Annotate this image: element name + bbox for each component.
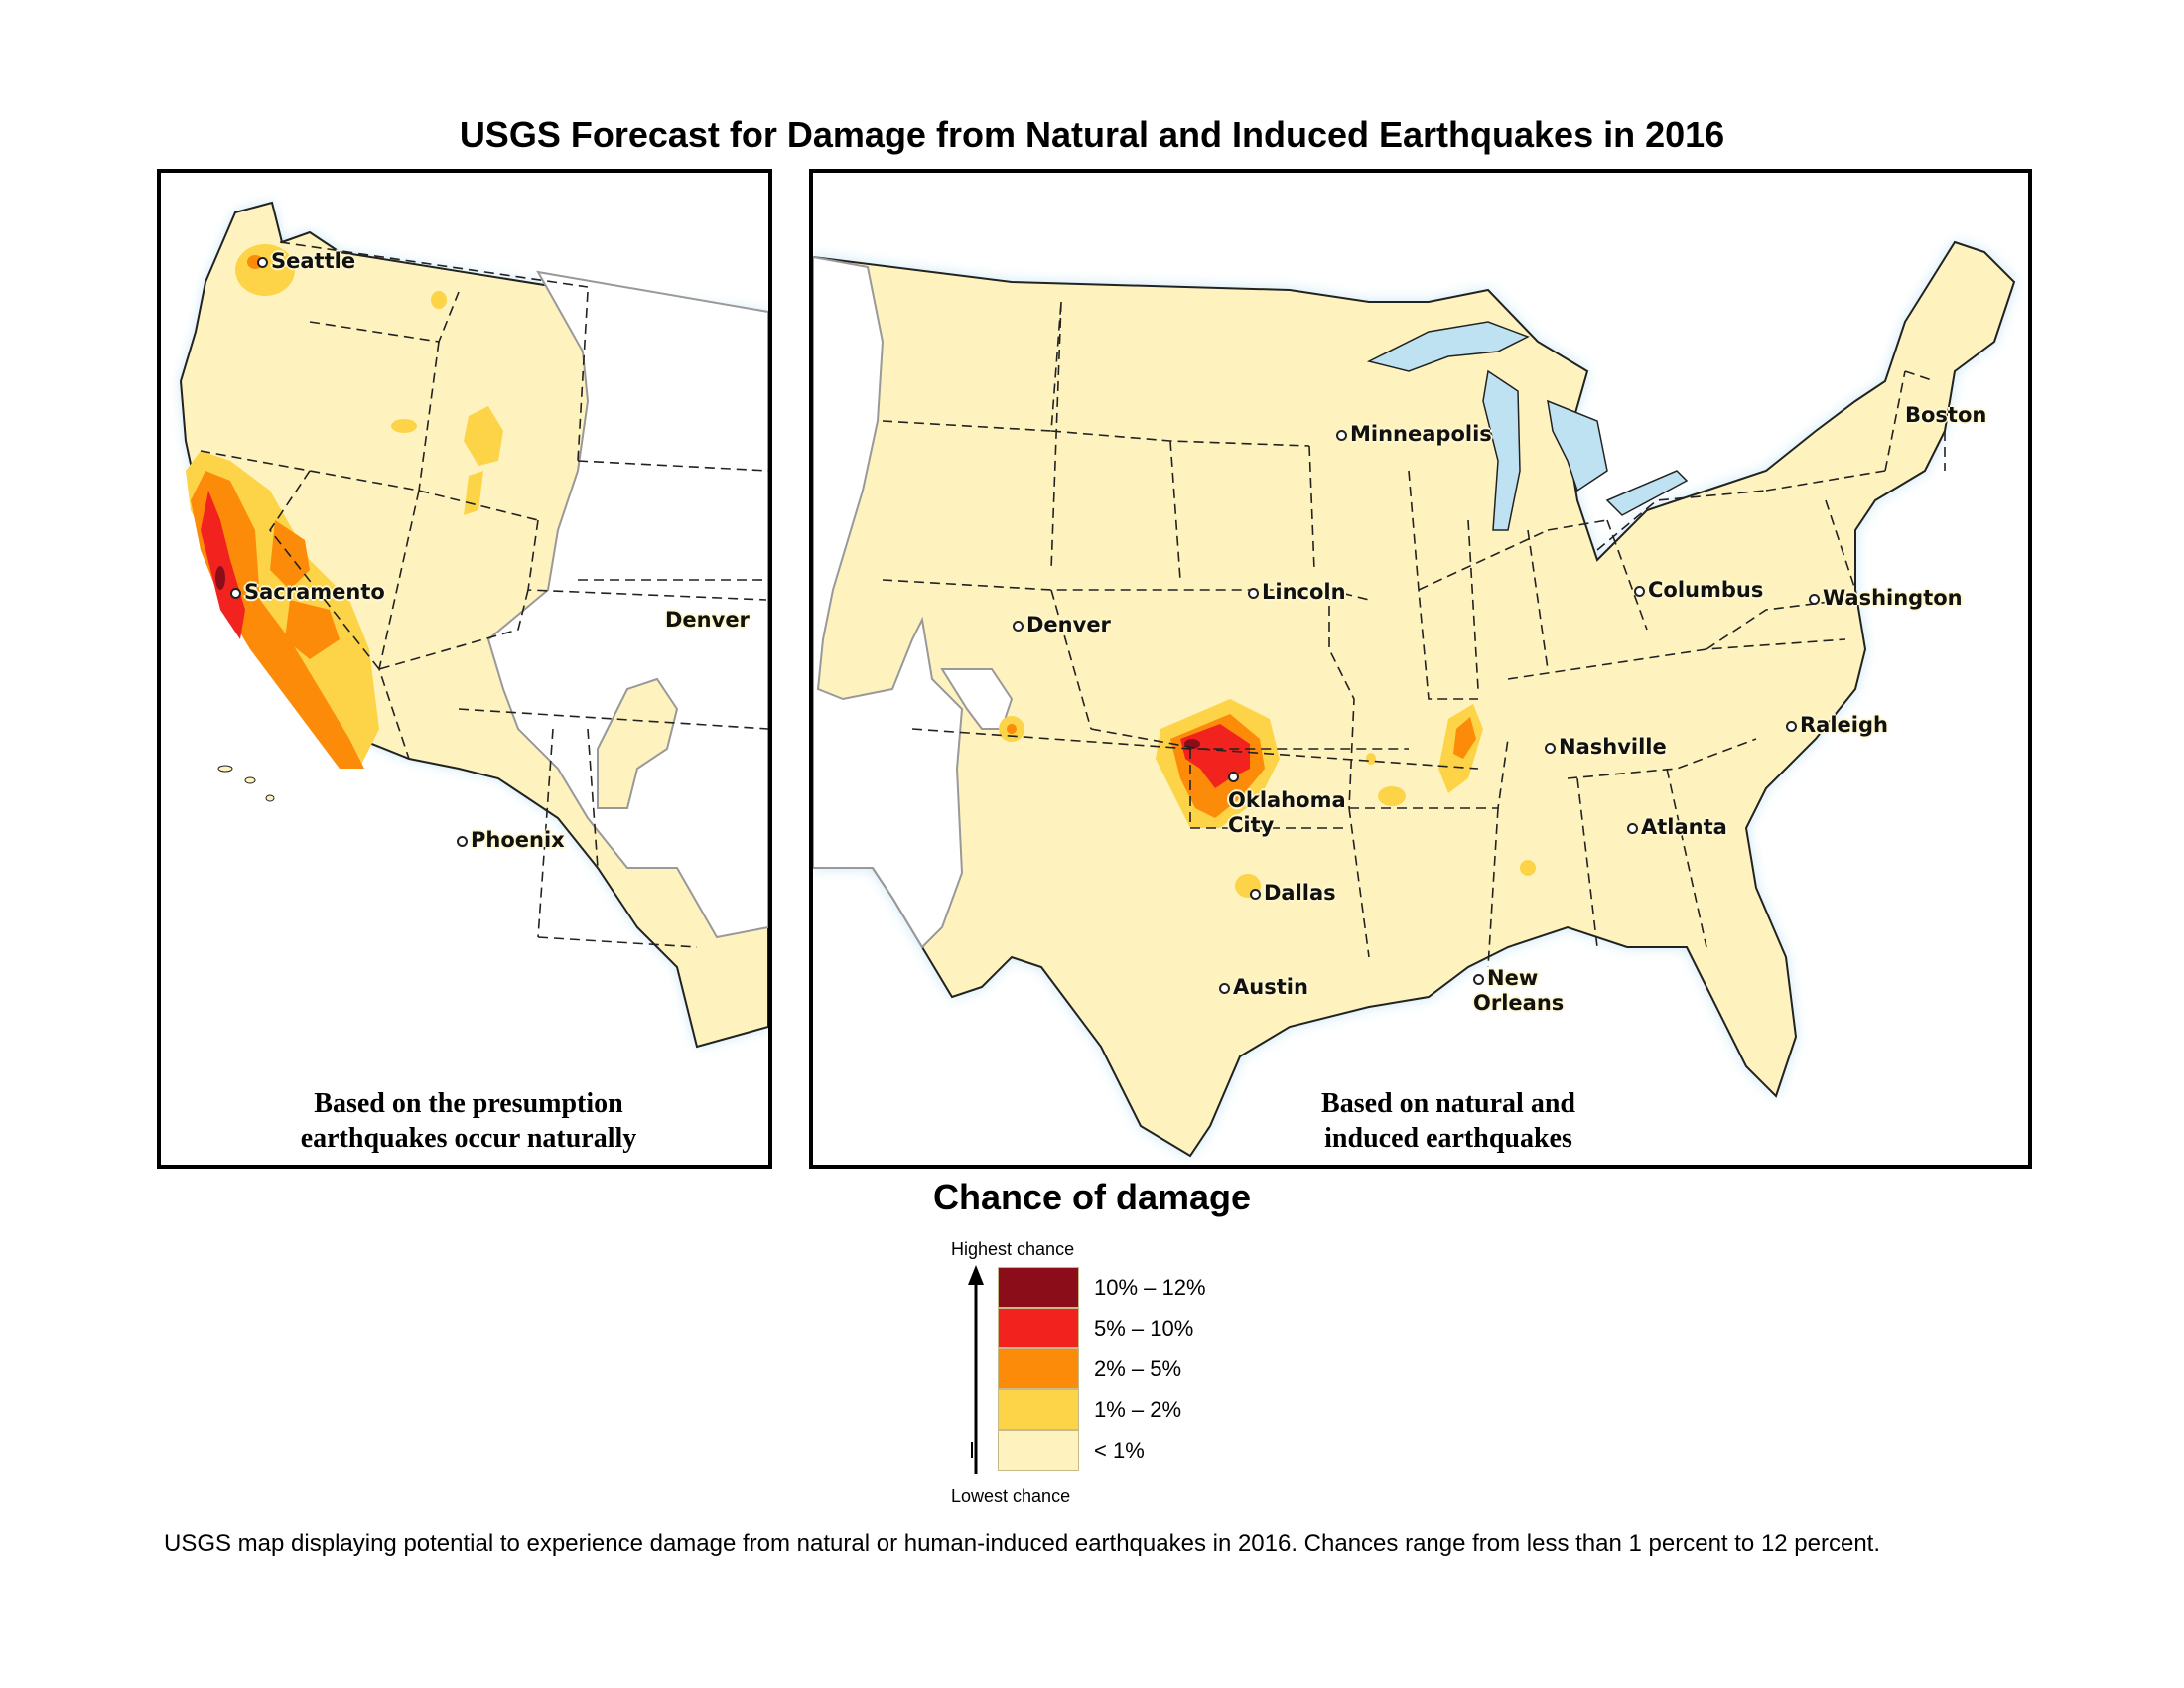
city-oklahoma-city: Oklahoma City — [1228, 764, 1347, 838]
city-marker — [257, 256, 268, 268]
legend-bottom-label: Lowest chance — [951, 1486, 1071, 1506]
city-marker — [1634, 585, 1645, 597]
city-marker — [1219, 982, 1230, 994]
colorado-core — [1007, 724, 1017, 734]
city-seattle: Seattle — [257, 249, 355, 274]
legend-swatch-label: 10% – 12% — [1094, 1275, 1206, 1300]
lake-huron — [1547, 399, 1608, 492]
city-marker — [1228, 771, 1239, 782]
right-white-zone — [813, 255, 964, 949]
city-marker — [1545, 742, 1556, 754]
legend-swatch-label: 2% – 5% — [1094, 1356, 1182, 1381]
city-marker — [1248, 587, 1259, 599]
city-marker — [1786, 720, 1797, 732]
idaho-zone-1 — [431, 291, 447, 309]
city-dallas: Dallas — [1250, 881, 1336, 906]
legend-top-label: Highest chance — [951, 1239, 1075, 1259]
city-washington: Washington — [1809, 586, 1963, 611]
city-minneapolis: Minneapolis — [1336, 422, 1492, 447]
legend-swatch-label: < 1% — [1094, 1438, 1145, 1463]
city-marker — [230, 587, 241, 599]
legend-swatch — [998, 1389, 1079, 1430]
left-gulf-tongue — [597, 677, 679, 809]
legend-swatch-label: 1% – 2% — [1094, 1397, 1182, 1422]
city-marker — [1627, 822, 1638, 834]
city-denver-right: Denver — [1013, 613, 1111, 637]
utah-zone — [464, 406, 503, 466]
city-marker — [457, 835, 468, 847]
utah-zone-2 — [464, 471, 483, 515]
right-state-borders — [882, 301, 1946, 968]
city-atlanta: Atlanta — [1627, 815, 1727, 840]
ks-small-zone — [1366, 753, 1376, 765]
city-marker — [1473, 973, 1484, 985]
left-map-panel: Seattle Sacramento Denver Phoenix Based … — [157, 169, 772, 1169]
city-nashville: Nashville — [1545, 735, 1667, 760]
city-columbus: Columbus — [1634, 578, 1763, 603]
alabama-zone — [1520, 860, 1536, 876]
right-map-panel: Minneapolis Boston Lincoln Denver Columb… — [809, 169, 2032, 1169]
ca-zone-inland-2pct — [285, 600, 340, 659]
legend-title: Chance of damage — [932, 1177, 1252, 1217]
city-denver-left: Denver — [665, 608, 750, 632]
city-sacramento: Sacramento — [230, 580, 385, 605]
right-map-svg — [813, 240, 2016, 1158]
legend-swatch — [998, 1308, 1079, 1348]
right-map-note: Based on natural and induced earthquakes — [1321, 1088, 1575, 1154]
legend-swatch — [998, 1267, 1079, 1308]
ca-zone-10pct — [215, 566, 225, 590]
city-marker — [1013, 620, 1024, 632]
caption: USGS map displaying potential to experie… — [164, 1530, 1881, 1557]
legend-swatch — [998, 1430, 1079, 1471]
city-austin: Austin — [1219, 975, 1308, 1000]
right-land — [813, 240, 2016, 1158]
lake-michigan — [1482, 369, 1521, 531]
city-new-orleans: New Orleans — [1473, 966, 1565, 1015]
map-title: USGS Forecast for Damage from Natural an… — [459, 114, 1725, 155]
left-map-svg — [179, 201, 768, 1049]
legend-swatch-label: 5% – 10% — [1094, 1316, 1194, 1340]
city-raleigh: Raleigh — [1786, 713, 1888, 738]
ca-zone-5pct — [201, 491, 245, 639]
legend-swatch — [998, 1348, 1079, 1389]
left-map-note: Based on the presumption earthquakes occ… — [300, 1088, 637, 1154]
city-marker — [1336, 429, 1347, 441]
city-marker — [1250, 888, 1261, 900]
city-lincoln: Lincoln — [1248, 580, 1346, 605]
city-marker — [1809, 593, 1820, 605]
lake-erie — [1605, 470, 1689, 516]
kansas-zone — [1378, 786, 1406, 806]
left-state-borders — [200, 241, 768, 948]
left-white-zone — [486, 270, 768, 939]
lake-superior — [1366, 321, 1530, 372]
legend-arrow — [968, 1265, 984, 1474]
arkansas-zone-2pct — [1453, 717, 1476, 759]
ca-zone-2pct — [191, 471, 364, 769]
idaho-zone-2 — [391, 419, 417, 433]
city-phoenix: Phoenix — [457, 828, 565, 853]
city-boston: Boston — [1905, 403, 1987, 427]
